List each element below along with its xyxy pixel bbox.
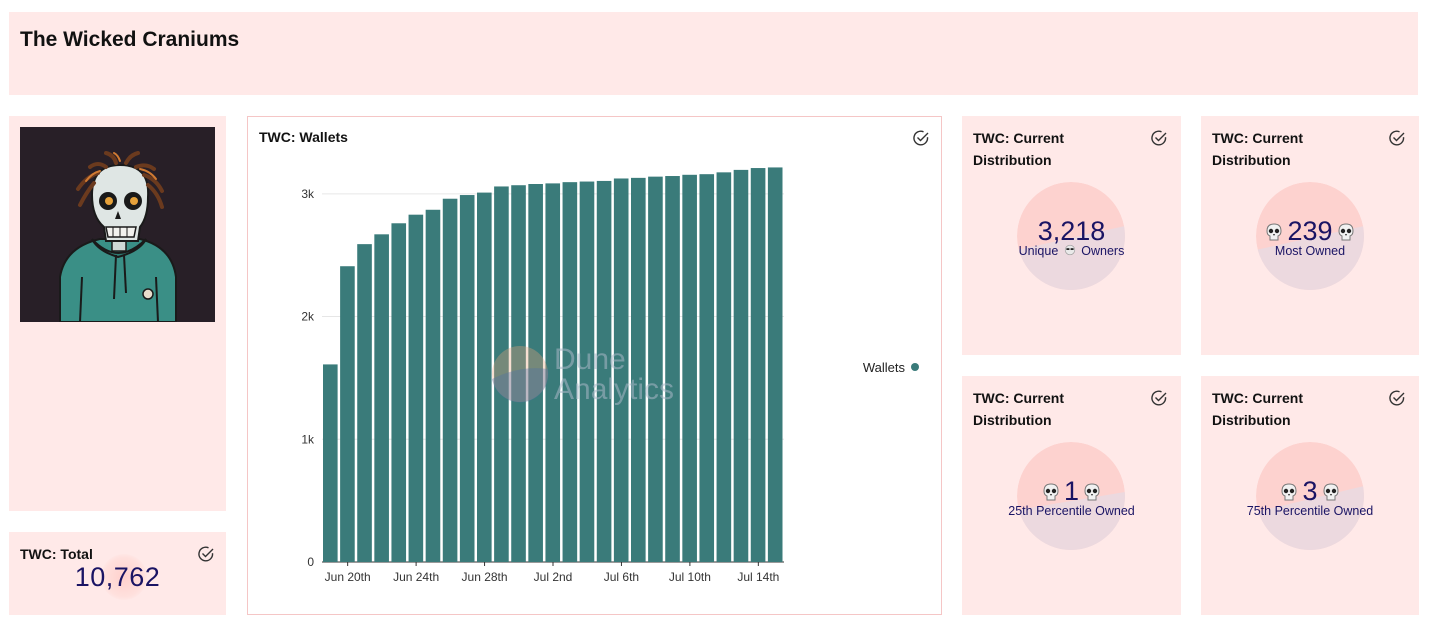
- unique-owners-label: Unique Owners: [1018, 244, 1125, 258]
- bar-jun-29th[interactable]: [494, 186, 509, 563]
- chart-legend[interactable]: Wallets: [863, 360, 919, 375]
- bar-jun-19th[interactable]: [323, 364, 338, 562]
- skull-emoji-icon: [1281, 483, 1297, 501]
- wallets-bar-chart: 0 1k 2k 3k Dune Analytics Jun 20th Jun 24th J…: [301, 167, 919, 584]
- skull-emoji-icon: [1266, 223, 1282, 241]
- distribution-decor-circle: [1017, 182, 1125, 290]
- bar-jun-20th[interactable]: [340, 266, 355, 562]
- check-circle-icon[interactable]: [1150, 389, 1168, 407]
- skull-nft-character-image: [20, 127, 215, 322]
- p75-value-row: 3: [1201, 475, 1419, 507]
- bar-jul-13th[interactable]: [733, 169, 749, 563]
- x-tick-label: Jul 14th: [737, 570, 779, 584]
- total-card: TWC: Total 10,762: [9, 532, 226, 615]
- p75-label: 75th Percentile Owned: [1246, 504, 1374, 518]
- y-tick-label: 0: [307, 555, 314, 569]
- most-owned-value: 239: [1287, 216, 1333, 246]
- check-circle-icon[interactable]: [1150, 129, 1168, 147]
- y-tick-label: 2k: [301, 310, 315, 324]
- bar-jul-10th[interactable]: [682, 174, 697, 562]
- skull-emoji-icon: [1338, 223, 1354, 241]
- distribution-decor-circle: [1256, 182, 1364, 290]
- bar-jun-28th[interactable]: [477, 192, 492, 562]
- distribution-card-title: TWC: Current Distribution: [1212, 390, 1303, 428]
- sunglasses-emoji-icon: [1064, 244, 1075, 256]
- check-circle-icon[interactable]: [912, 129, 930, 147]
- x-tick-label: Jul 2nd: [534, 570, 573, 584]
- legend-swatch: [911, 363, 919, 371]
- skull-emoji-icon: [1323, 483, 1339, 501]
- bar-jun-24th[interactable]: [408, 214, 424, 562]
- distribution-card-25th-percentile: TWC: Current Distribution 1 25th Percenti…: [962, 376, 1181, 615]
- bar-jul-5th[interactable]: [596, 180, 612, 562]
- x-tick-label: Jun 28th: [462, 570, 508, 584]
- legend-label: Wallets: [863, 360, 906, 375]
- bar-jun-25th[interactable]: [425, 209, 441, 562]
- dashboard-title: The Wicked Craniums: [20, 28, 240, 51]
- bar-jun-26th[interactable]: [442, 198, 458, 562]
- distribution-card-title: TWC: Current Distribution: [973, 130, 1064, 168]
- bar-jul-3rd[interactable]: [562, 182, 578, 562]
- wallets-chart-card: TWC: Wallets 0 1k 2k 3k Dune Analytics Jun …: [247, 116, 942, 615]
- distribution-card-title: TWC: Current Distribution: [973, 390, 1064, 428]
- distribution-card-75th-percentile: TWC: Current Distribution 3 75th Percenti…: [1201, 376, 1419, 615]
- bar-jul-2nd[interactable]: [545, 183, 561, 562]
- bar-jul-15th[interactable]: [767, 167, 783, 562]
- skull-emoji-icon: [1043, 483, 1059, 501]
- bar-jun-21st[interactable]: [357, 244, 372, 562]
- watermark-line2: Analytics: [554, 373, 674, 406]
- check-circle-icon[interactable]: [1388, 129, 1406, 147]
- bar-jun-22nd[interactable]: [374, 234, 389, 562]
- bar-jul-11th[interactable]: [699, 174, 715, 562]
- unique-owners-value: 3,218: [1037, 216, 1106, 246]
- p25-value: 1: [1063, 476, 1080, 506]
- skull-emoji-icon: [1084, 483, 1100, 501]
- nft-image-panel: [9, 116, 226, 511]
- check-circle-icon[interactable]: [197, 545, 215, 563]
- distribution-card-unique-owners: TWC: Current Distribution 3,218 Unique Ow…: [962, 116, 1181, 355]
- watermark-line1: Dune: [554, 343, 626, 376]
- total-value: 10,762: [74, 562, 161, 592]
- x-tick-label: Jun 24th: [393, 570, 439, 584]
- x-tick-label: Jul 10th: [669, 570, 711, 584]
- bar-jul-6th[interactable]: [613, 178, 629, 562]
- distribution-decor-circle: [1256, 442, 1364, 550]
- total-decor-blob: [101, 554, 147, 600]
- dashboard-header: The Wicked Craniums: [9, 12, 1418, 95]
- bar-jul-8th[interactable]: [648, 176, 663, 563]
- bar-jul-9th[interactable]: [665, 176, 680, 562]
- x-tick-label: Jun 20th: [325, 570, 371, 584]
- bar-jul-12th[interactable]: [716, 172, 732, 562]
- dune-watermark: Dune Analytics: [492, 343, 674, 406]
- x-tick-label: Jul 6th: [604, 570, 639, 584]
- chart-title: TWC: Wallets: [259, 129, 348, 145]
- check-circle-icon[interactable]: [1388, 389, 1406, 407]
- most-owned-label: Most Owned: [1274, 244, 1346, 258]
- most-owned-value-row: 239: [1201, 215, 1419, 247]
- bar-jul-14th[interactable]: [750, 168, 766, 562]
- y-tick-label: 3k: [301, 187, 315, 201]
- bar-jul-7th[interactable]: [631, 177, 646, 562]
- distribution-card-most-owned: TWC: Current Distribution 239 Most Owned: [1201, 116, 1419, 355]
- y-tick-label: 1k: [301, 432, 315, 446]
- bar-jul-4th[interactable]: [579, 181, 595, 562]
- bar-jun-27th[interactable]: [459, 195, 475, 562]
- total-card-title: TWC: Total: [20, 546, 93, 562]
- p25-value-row: 1: [962, 475, 1181, 507]
- distribution-decor-circle: [1017, 442, 1125, 550]
- distribution-card-title: TWC: Current Distribution: [1212, 130, 1303, 168]
- p75-value: 3: [1302, 476, 1318, 506]
- p25-label: 25th Percentile Owned: [1008, 504, 1135, 518]
- bar-jun-23rd[interactable]: [391, 223, 407, 562]
- bar-jul-1st[interactable]: [528, 184, 543, 562]
- bar-jun-30th[interactable]: [511, 185, 526, 562]
